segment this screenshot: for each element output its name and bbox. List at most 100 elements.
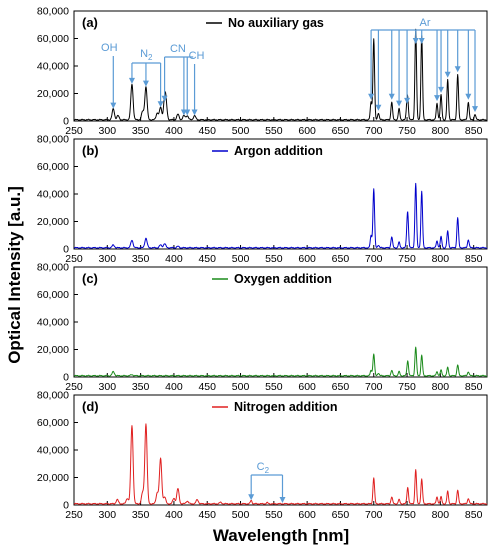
annotation-arrowhead (110, 102, 117, 109)
panel-label: (c) (82, 271, 98, 286)
x-tick-label: 300 (99, 509, 117, 521)
x-tick-label: 450 (198, 125, 216, 137)
x-tick-label: 400 (165, 125, 183, 137)
x-tick-label: 550 (265, 381, 283, 393)
y-tick-label: 80,000 (37, 390, 69, 402)
x-tick-label: 650 (332, 253, 350, 265)
y-tick-label: 40,000 (37, 189, 69, 201)
annotation-arrowhead (404, 97, 411, 104)
annotation-arrowhead (418, 38, 425, 44)
x-tick-label: 300 (99, 381, 117, 393)
annotation-arrowhead (248, 494, 255, 501)
x-tick-label: 700 (365, 381, 383, 393)
x-tick-label: 850 (465, 509, 483, 521)
x-tick-label: 400 (165, 381, 183, 393)
annotation-arrowhead (472, 106, 479, 113)
x-tick-label: 600 (298, 381, 316, 393)
y-tick-label: 0 (63, 500, 69, 512)
annotation-group: OH (101, 42, 118, 109)
panel-label: (a) (82, 15, 98, 30)
x-tick-label: 400 (165, 509, 183, 521)
x-tick-label: 250 (65, 253, 83, 265)
x-tick-label: 850 (465, 253, 483, 265)
x-tick-label: 600 (298, 509, 316, 521)
y-tick-label: 40,000 (37, 445, 69, 457)
x-tick-label: 700 (365, 125, 383, 137)
x-tick-label: 700 (365, 509, 383, 521)
annotation-group: CN (161, 43, 194, 116)
annotation-arrowhead (184, 109, 191, 116)
annotation-arrowhead (375, 104, 382, 111)
annotation-arrowhead (157, 101, 164, 108)
legend-label: Argon addition (234, 144, 323, 158)
annotation-group: CH (189, 50, 205, 116)
annotation-arrowhead (434, 95, 441, 102)
x-tick-label: 850 (465, 381, 483, 393)
y-tick-label: 20,000 (37, 344, 69, 356)
annotation-arrowhead (368, 93, 375, 100)
x-tick-label: 350 (132, 381, 150, 393)
x-tick-label: 300 (99, 125, 117, 137)
annotation-arrowhead (128, 77, 135, 84)
panel-1: 0 20,000 40,000 60,000 80,000 250 300 350 400 450… (37, 6, 488, 137)
y-tick-label: 0 (63, 116, 69, 128)
annotation-group: Ar (368, 17, 479, 113)
y-tick-label: 80,000 (37, 6, 69, 18)
annotation-subscript: 2 (265, 466, 270, 475)
x-tick-label: 850 (465, 125, 483, 137)
x-tick-label: 500 (232, 253, 250, 265)
y-tick-label: 60,000 (37, 289, 69, 301)
x-tick-label: 800 (432, 253, 450, 265)
annotation-arrowhead (142, 80, 149, 87)
x-tick-label: 350 (132, 509, 150, 521)
y-tick-label: 80,000 (37, 134, 69, 146)
x-tick-label: 600 (298, 125, 316, 137)
y-tick-label: 40,000 (37, 317, 69, 329)
series-line (73, 423, 488, 505)
plot-frame (73, 394, 488, 506)
annotation-arrowhead (412, 38, 419, 44)
x-tick-label: 500 (232, 125, 250, 137)
series-line (73, 346, 488, 377)
panel-3: 0 20,000 40,000 60,000 80,000 250 300 350 400 450… (37, 262, 488, 393)
y-tick-label: 60,000 (37, 161, 69, 173)
plot-frame (73, 10, 488, 122)
annotation-arrowhead (444, 71, 451, 78)
x-tick-label: 800 (432, 381, 450, 393)
x-tick-label: 750 (398, 253, 416, 265)
x-tick-label: 650 (332, 381, 350, 393)
legend-label: Nitrogen addition (234, 400, 337, 414)
x-tick-label: 800 (432, 509, 450, 521)
x-tick-label: 750 (398, 125, 416, 137)
x-tick-label: 350 (132, 125, 150, 137)
annotation-label: Ar (420, 17, 431, 29)
annotation-arrowhead (465, 93, 472, 100)
x-tick-label: 300 (99, 253, 117, 265)
y-tick-label: 40,000 (37, 61, 69, 73)
x-tick-label: 750 (398, 381, 416, 393)
legend-label: No auxiliary gas (228, 16, 324, 30)
plot-frame (73, 138, 488, 250)
annotation-arrowhead (454, 66, 461, 73)
annotation-label: CH (189, 50, 205, 62)
annotation-label: OH (101, 42, 118, 54)
annotation-group: C2 (248, 461, 286, 503)
y-tick-label: 80,000 (37, 262, 69, 274)
x-tick-label: 550 (265, 125, 283, 137)
panel-label: (b) (82, 143, 99, 158)
annotation-arrowhead (396, 100, 403, 107)
panel-2: 0 20,000 40,000 60,000 80,000 250 300 350 400 450… (37, 134, 488, 265)
y-tick-label: 20,000 (37, 216, 69, 228)
annotation-arrowhead (438, 86, 445, 93)
x-tick-label: 400 (165, 253, 183, 265)
x-tick-label: 550 (265, 253, 283, 265)
annotation-subscript: 2 (148, 53, 153, 62)
x-tick-label: 500 (232, 509, 250, 521)
x-tick-label: 650 (332, 509, 350, 521)
y-tick-label: 60,000 (37, 33, 69, 45)
y-tick-label: 60,000 (37, 417, 69, 429)
x-tick-label: 450 (198, 253, 216, 265)
